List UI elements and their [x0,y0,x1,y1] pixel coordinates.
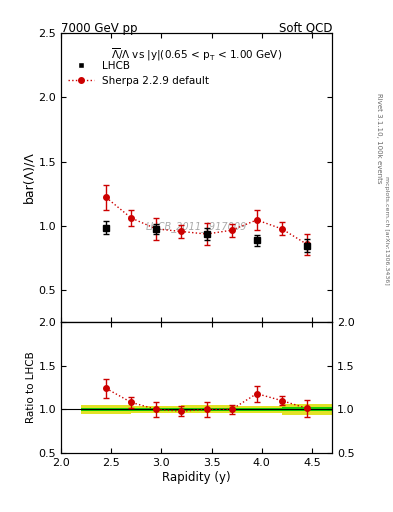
Y-axis label: Ratio to LHCB: Ratio to LHCB [26,352,35,423]
Text: $\overline{\Lambda}/\Lambda$ vs |y|(0.65 < p$_{\rm T}$ < 1.00 GeV): $\overline{\Lambda}/\Lambda$ vs |y|(0.65… [111,46,282,63]
Text: Rivet 3.1.10, 100k events: Rivet 3.1.10, 100k events [376,93,382,183]
Text: mcplots.cern.ch [arXiv:1306.3436]: mcplots.cern.ch [arXiv:1306.3436] [384,176,389,285]
Text: LHCB_2011_I917009: LHCB_2011_I917009 [146,221,247,232]
X-axis label: Rapidity (y): Rapidity (y) [162,471,231,484]
Text: 7000 GeV pp: 7000 GeV pp [61,22,138,34]
Y-axis label: bar(Λ)/Λ: bar(Λ)/Λ [22,152,35,203]
Text: Soft QCD: Soft QCD [279,22,332,34]
Legend: LHCB, Sherpa 2.2.9 default: LHCB, Sherpa 2.2.9 default [64,56,213,90]
